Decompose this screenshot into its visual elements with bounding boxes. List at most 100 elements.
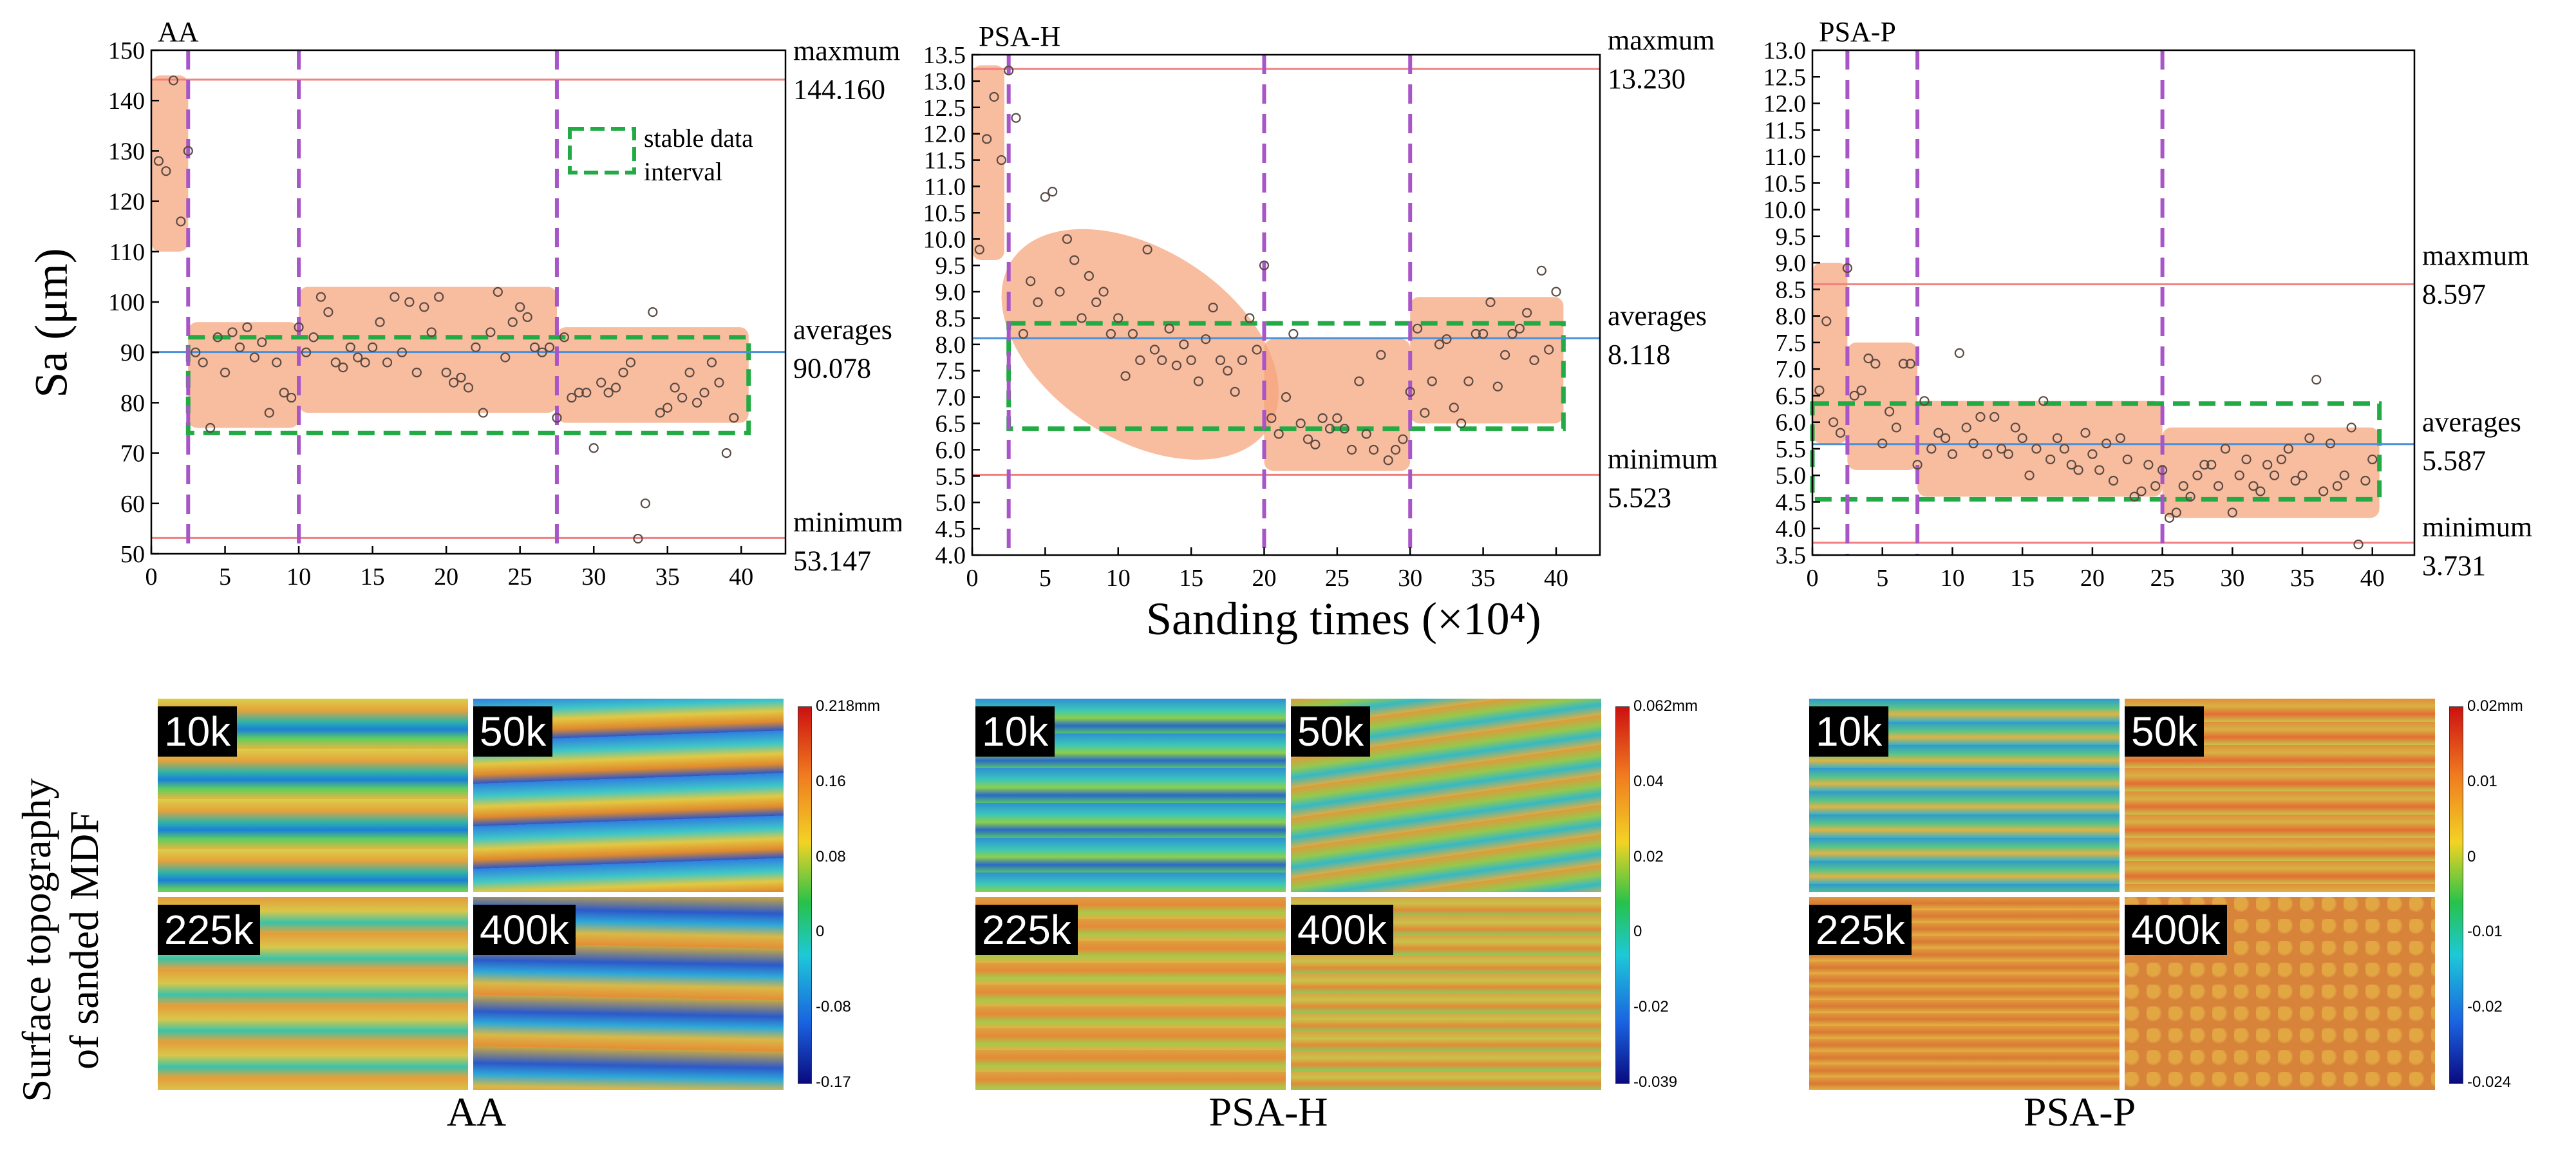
psa-h-data-point [1113, 313, 1123, 323]
psa-p-data-point [2192, 470, 2203, 480]
aa-x-tick-label: 30 [581, 563, 606, 590]
psa-h-data-point [1317, 413, 1328, 423]
psa-h-data-point [1215, 355, 1226, 365]
topography-tile-label: 50k [1291, 706, 1371, 757]
psa-h-data-point [1361, 429, 1371, 439]
topography-tile-label: 225k [1809, 905, 1912, 955]
topography-tile-label: 10k [1809, 706, 1889, 757]
aa-data-point [191, 347, 201, 357]
psa-h-data-point [1091, 297, 1102, 308]
psa-p-data-point [2017, 433, 2027, 444]
colorbar-tick-label: 0 [1633, 923, 1642, 941]
psa-p-y-tick-label: 7.5 [1776, 330, 1807, 357]
psa-h-y-tick-label: 8.5 [935, 305, 966, 332]
y-axis-label: Sa (μm) [25, 248, 77, 398]
psa-p-minimum-label: minimum [2422, 511, 2532, 543]
psa-h-y-tick-label: 6.5 [935, 411, 966, 438]
aa-data-point [559, 332, 569, 343]
psa-h-y-tick-label: 11.5 [924, 147, 966, 175]
psa-h-y-tick-label: 12.0 [923, 121, 966, 148]
psa-p-y-tick-label: 10.0 [1763, 197, 1807, 224]
psa-h-data-point [1383, 455, 1393, 466]
psa-h-y-tick-label: 9.5 [935, 252, 966, 279]
psa-p-data-point [2227, 507, 2237, 518]
psa-h-x-tick-label: 25 [1325, 565, 1349, 592]
psa-h-x-tick-label: 40 [1544, 565, 1568, 592]
psa-p-data-point [1877, 439, 1888, 449]
aa-data-point [168, 75, 178, 86]
psa-p-data-point [2220, 444, 2231, 454]
aa-data-point [161, 166, 171, 176]
psa-p-maxmum-value: 8.597 [2422, 278, 2486, 310]
aa-x-tick-label: 40 [729, 563, 753, 590]
psa-h-data-point [1324, 424, 1335, 434]
psa-h-shaded-region-2 [1264, 339, 1411, 471]
psa-p-scatter-chart: maxmum 8.597 averages 5.587 minimum 3.731 PSA-… [1763, 16, 2533, 592]
aa-x-tick-label: 20 [434, 563, 458, 590]
psa-h-data-point [1463, 376, 1474, 386]
psa-h-stable-interval-box [1006, 321, 1566, 431]
aa-data-point [315, 292, 326, 302]
psa-h-y-tick-label: 10.5 [923, 200, 966, 227]
psa-p-data-point [2283, 444, 2293, 454]
psa-h-data-point [1142, 245, 1152, 255]
group-label-aa: AA [446, 1089, 507, 1135]
aa-y-tick-label: 110 [109, 239, 145, 266]
psa-p-data-point [1829, 417, 1839, 428]
psa-h-x-tick-label: 5 [1039, 565, 1051, 592]
aa-data-point [640, 498, 650, 509]
psa-p-averages-value: 5.587 [2422, 445, 2486, 477]
aa-data-point [338, 363, 348, 373]
aa-data-point [368, 342, 378, 352]
aa-y-tick-label: 50 [120, 541, 145, 568]
colorbar-aa [798, 706, 812, 1084]
psa-p-data-point [1933, 428, 1944, 438]
psa-p-data-point [2262, 460, 2273, 470]
psa-p-data-point [2150, 481, 2161, 491]
psa-p-data-point [1954, 348, 1964, 359]
psa-p-data-point [1905, 359, 1915, 369]
aa-data-point [257, 337, 267, 348]
topography-tile-psa-p-10k: 10k [1809, 699, 2120, 892]
psa-h-averages-value: 8.118 [1608, 339, 1670, 370]
colorbar-tick-label: -0.01 [2467, 923, 2503, 941]
psa-h-data-point [1427, 376, 1437, 386]
psa-h-y-tick-label: 13.0 [923, 68, 966, 95]
psa-h-data-point [1120, 371, 1131, 381]
colorbar-tick-label: 0 [2467, 847, 2476, 865]
psa-h-data-point [1171, 360, 1182, 371]
psa-p-data-point [2269, 470, 2280, 480]
colorbar-tick-label: 0.218mm [816, 697, 881, 715]
psa-h-data-point [1346, 444, 1357, 455]
topography-tile-label: 400k [473, 905, 576, 955]
aa-data-point [721, 448, 731, 458]
topography-tile-psa-p-225k: 225k [1809, 897, 2120, 1090]
colorbar-tick-label: 0.08 [816, 847, 846, 865]
psa-h-x-tick-label: 0 [966, 565, 979, 592]
psa-p-data-point [2073, 465, 2083, 475]
psa-p-y-tick-label: 12.0 [1763, 91, 1807, 118]
psa-h-y-tick-label: 9.0 [935, 279, 966, 306]
psa-h-data-point [1492, 381, 1503, 392]
psa-h-data-point [974, 245, 984, 255]
colorbar-tick-label: -0.17 [816, 1073, 851, 1091]
psa-p-data-point [1982, 449, 1993, 459]
psa-h-plot-frame [971, 53, 1601, 556]
colorbar-tick-label: 0.02mm [2467, 697, 2523, 715]
psa-h-x-tick-label: 35 [1471, 565, 1496, 592]
aa-y-tick-label: 120 [108, 189, 145, 216]
psa-p-data-point [1835, 428, 1846, 438]
aa-data-point [360, 357, 370, 368]
aa-averages-value: 90.078 [793, 353, 871, 384]
psa-p-x-tick-label: 5 [1876, 565, 1888, 592]
aa-data-point [544, 342, 555, 352]
aa-data-point [567, 392, 577, 403]
aa-data-point [183, 146, 193, 156]
psa-h-y-tick-label: 12.5 [923, 95, 966, 122]
topography-row-label-line1: Surface topography [14, 778, 59, 1102]
psa-h-x-tick-label: 10 [1106, 565, 1131, 592]
psa-p-data-point [2346, 422, 2356, 433]
aa-data-point [648, 307, 658, 317]
psa-h-data-point [1412, 323, 1423, 334]
aa-data-point [699, 388, 710, 398]
